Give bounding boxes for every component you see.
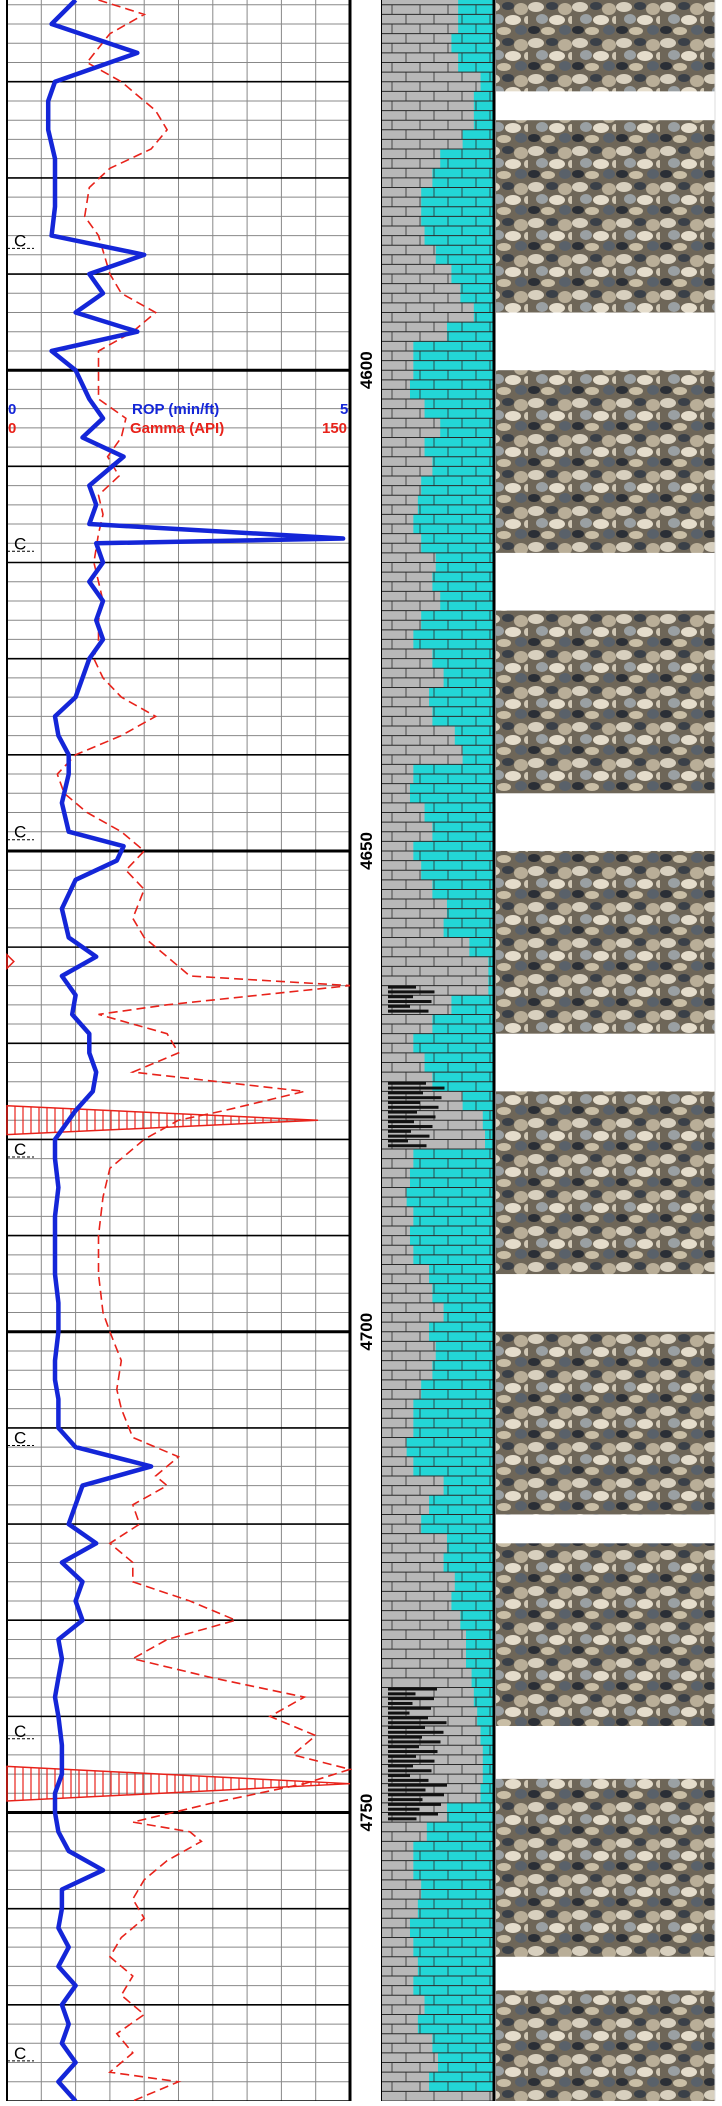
lithology-coal-streak <box>388 1687 437 1691</box>
cuttings-photo <box>496 370 715 553</box>
cuttings-photo <box>496 120 715 313</box>
lithology-coal-streak <box>388 1105 439 1109</box>
lithology-coal-streak <box>388 1774 410 1778</box>
connection-marker-label: C <box>14 231 26 250</box>
lithology-coal-streak <box>388 1788 426 1792</box>
gamma-scale-min: 0 <box>8 420 16 437</box>
lithology-coal-streak <box>388 1745 419 1749</box>
hatch-interval <box>6 953 15 971</box>
lithology-coal-streak <box>388 1139 408 1143</box>
depth-track: 4600 4650 4700 4750 <box>352 0 383 2101</box>
gamma-series-line <box>56 0 353 2102</box>
connection-marker-label: C <box>14 1140 26 1159</box>
depth-grid <box>6 0 352 2102</box>
lithology-coal-streak <box>388 1692 416 1696</box>
hatch-interval <box>6 1105 319 1136</box>
connection-marker-label: C <box>14 1722 26 1741</box>
lithology-coal-streak <box>388 1096 442 1100</box>
lithology-coal-streak <box>388 1115 436 1119</box>
lithology-coal-streak <box>388 1778 429 1782</box>
lithology-coal-streak <box>388 1721 447 1725</box>
lithology-coal-streak <box>388 1725 425 1729</box>
gamma-scale-title: Gamma (API) <box>130 420 224 437</box>
lithology-coal-streak <box>388 1120 414 1124</box>
cuttings-photo <box>496 1543 715 1726</box>
depth-tick-label: 4650 <box>357 832 376 870</box>
cuttings-photo <box>496 1778 715 1957</box>
hatch-interval <box>6 1765 351 1802</box>
cuttings-photo-track <box>496 0 716 2101</box>
connection-marker-label: C <box>14 2044 26 2063</box>
lithology-coal-streak <box>388 1817 417 1821</box>
lithology-coal-streak <box>388 1100 420 1104</box>
lithology-coal-streak <box>388 985 416 989</box>
lithology-coal-streak <box>388 1701 413 1705</box>
connection-marker-label: C <box>14 823 26 842</box>
rop-curve <box>45 0 346 2103</box>
depth-tick-label: 4700 <box>357 1313 376 1351</box>
lithology-coal-streak <box>388 1730 444 1734</box>
connection-marker-label: C <box>14 1429 26 1448</box>
lithology-coal-streak <box>388 1711 410 1715</box>
gamma-curve <box>56 0 353 2102</box>
lithology-coal-streak <box>388 1735 422 1739</box>
lithology-coal-streak <box>388 1086 445 1090</box>
lithology-coal-streak <box>388 1129 411 1133</box>
connection-marker-label: C <box>14 534 26 553</box>
lithology-coal-streak <box>388 1783 447 1787</box>
lithology-coal-streak <box>388 1740 441 1744</box>
cuttings-photo <box>496 1990 715 2101</box>
gamma-scale-max: 150 <box>322 420 347 437</box>
rop-series-line <box>45 0 346 2103</box>
depth-tick-label: 4750 <box>357 1794 376 1832</box>
lithology-coal-streak <box>388 1759 435 1763</box>
rop-scale-max: 5 <box>340 401 348 418</box>
lithology-coal-streak <box>388 1000 432 1004</box>
lithology-coal-streak <box>388 1081 426 1085</box>
lithology-coal-streak <box>388 1769 432 1773</box>
lithology-coal-streak <box>388 995 413 999</box>
lithology-coal-streak <box>388 1004 410 1008</box>
depth-track-area <box>352 0 382 2101</box>
depth-tick-label: 4600 <box>357 351 376 389</box>
cuttings-photo <box>496 0 715 92</box>
lithology-coal-streak <box>388 1706 431 1710</box>
lithology-coal-streak <box>388 1144 427 1148</box>
lithology-coal-streak <box>388 1091 423 1095</box>
lithology-coal-streak <box>388 1697 434 1701</box>
lithology-coal-streak <box>388 1110 417 1114</box>
lithology-coal-streak <box>388 1009 429 1013</box>
lithology-coal-streak <box>388 1807 420 1811</box>
lithology-coal-streak <box>388 1764 413 1768</box>
cuttings-photo <box>496 850 715 1034</box>
lithology-coal-streak <box>388 1793 444 1797</box>
lithology-coal-streak <box>388 1750 438 1754</box>
lithology-coal-streak <box>388 1802 441 1806</box>
rop-scale-title: ROP (min/ft) <box>132 401 219 418</box>
cuttings-photo <box>496 1331 715 1515</box>
cuttings-photo <box>496 610 715 794</box>
lithology-coal-streak <box>388 1754 416 1758</box>
lithology-coal-streak <box>388 1125 433 1129</box>
rop-scale-min: 0 <box>8 401 16 418</box>
lithology-coal-streak <box>388 990 435 994</box>
lithology-coal-streak <box>388 1812 438 1816</box>
lithology-coal-streak <box>388 1716 428 1720</box>
lithology-track <box>382 0 496 2106</box>
scale-header: 0 ROP (min/ft) 5 0 Gamma (API) 150 <box>8 401 348 437</box>
lithology-coal-streak <box>388 1798 423 1802</box>
lithology-coal-streak <box>388 1134 430 1138</box>
connection-markers: C C C C C C C <box>7 231 34 2063</box>
cuttings-photo <box>496 1091 715 1275</box>
